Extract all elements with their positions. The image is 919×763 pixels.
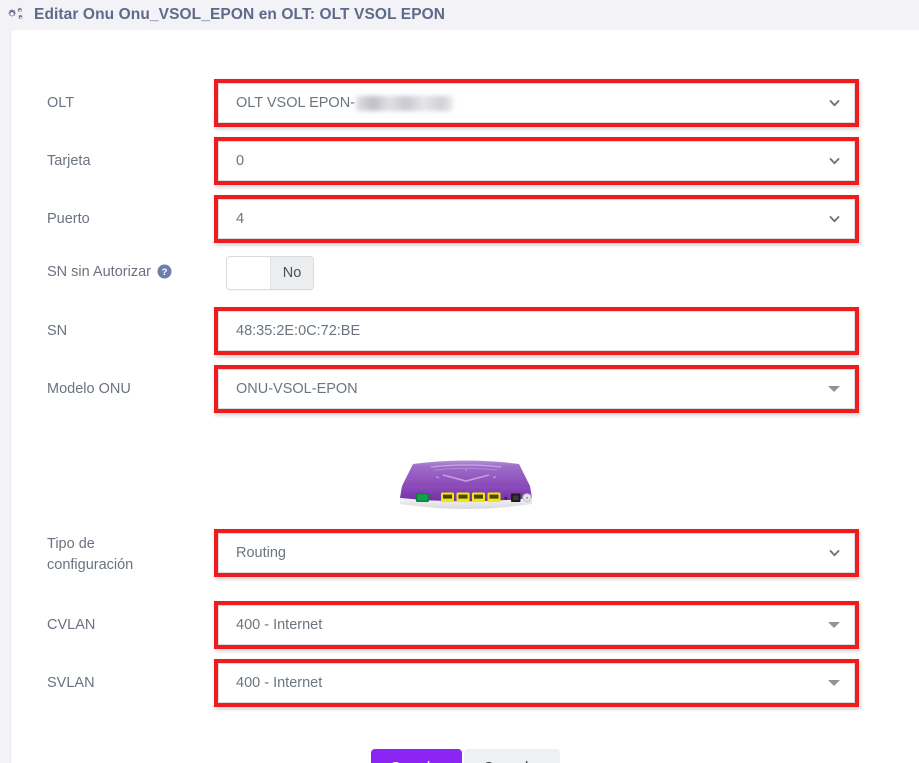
- save-button[interactable]: Guardar: [370, 749, 463, 763]
- form-row-tipo-configuracion: Tipo de configuración Routing: [11, 529, 919, 577]
- cvlan-select[interactable]: 400 - Internet: [214, 601, 859, 649]
- toggle-label: No: [271, 257, 313, 289]
- tipo-configuracion-select-value: Routing: [236, 545, 286, 561]
- modelo-onu-select[interactable]: ONU-VSOL-EPON: [214, 365, 859, 413]
- form-row-sn: SN 48:35:2E:0C:72:BE: [11, 307, 919, 355]
- svlan-select-value: 400 - Internet: [236, 675, 323, 691]
- form-row-puerto: Puerto 4: [11, 195, 919, 243]
- sn-sin-autorizar-toggle[interactable]: No: [226, 256, 314, 290]
- caret-down-icon: [828, 622, 840, 628]
- chevron-down-icon: [828, 97, 841, 110]
- form-row-modelo-onu: Modelo ONU ONU-VSOL-EPON: [11, 365, 919, 413]
- label-tipo-configuracion-line1: Tipo de: [47, 536, 95, 552]
- chevron-down-icon: [828, 547, 841, 560]
- modelo-onu-select-value: ONU-VSOL-EPON: [236, 381, 358, 397]
- label-puerto: Puerto: [47, 211, 90, 227]
- label-tipo-configuracion: Tipo de configuración: [47, 534, 212, 576]
- caret-down-icon: [828, 386, 840, 392]
- form-card: OLT OLT VSOL EPON- Tarjeta 0: [10, 30, 919, 763]
- tipo-configuracion-select[interactable]: Routing: [214, 529, 859, 577]
- onu-device-image: [11, 456, 919, 518]
- sn-input[interactable]: 48:35:2E:0C:72:BE: [214, 307, 859, 355]
- puerto-select[interactable]: 4: [214, 195, 859, 243]
- label-sn-sin-autorizar: SN sin Autorizar?: [47, 262, 227, 282]
- label-cvlan: CVLAN: [47, 617, 96, 633]
- form-row-tarjeta: Tarjeta 0: [11, 137, 919, 185]
- label-olt: OLT: [47, 95, 75, 111]
- tarjeta-select[interactable]: 0: [214, 137, 859, 185]
- form-row-olt: OLT OLT VSOL EPON-: [11, 79, 919, 127]
- page-title: Editar Onu Onu_VSOL_EPON en OLT: OLT VSO…: [34, 6, 446, 23]
- page-header: Editar Onu Onu_VSOL_EPON en OLT: OLT VSO…: [0, 0, 919, 30]
- svg-text:?: ?: [162, 267, 168, 278]
- sn-input-value: 48:35:2E:0C:72:BE: [236, 323, 361, 339]
- olt-select-value: OLT VSOL EPON-: [236, 95, 355, 111]
- olt-redacted-text: [356, 95, 453, 111]
- label-sn: SN: [47, 323, 68, 339]
- caret-down-icon: [828, 680, 840, 686]
- chevron-down-icon: [828, 213, 841, 226]
- svlan-select[interactable]: 400 - Internet: [214, 659, 859, 707]
- form-actions: Guardar Cancelar: [11, 749, 919, 763]
- tarjeta-select-value: 0: [236, 153, 245, 169]
- question-circle-icon[interactable]: ?: [157, 264, 172, 279]
- cogs-icon: [8, 7, 27, 23]
- cancel-button[interactable]: Cancelar: [464, 749, 561, 763]
- toggle-knob[interactable]: [227, 257, 271, 289]
- cvlan-select-value: 400 - Internet: [236, 617, 323, 633]
- olt-select[interactable]: OLT VSOL EPON-: [214, 79, 859, 127]
- label-tarjeta: Tarjeta: [47, 153, 91, 169]
- label-tipo-configuracion-line2: configuración: [47, 557, 134, 573]
- form-row-sn-sin-autorizar: SN sin Autorizar? No: [11, 253, 919, 293]
- puerto-select-value: 4: [236, 211, 245, 227]
- form-row-svlan: SVLAN 400 - Internet: [11, 659, 919, 707]
- form-row-cvlan: CVLAN 400 - Internet: [11, 601, 919, 649]
- label-svlan: SVLAN: [47, 675, 95, 691]
- label-sn-sin-autorizar-text: SN sin Autorizar: [47, 264, 151, 280]
- chevron-down-icon: [828, 155, 841, 168]
- label-modelo-onu: Modelo ONU: [47, 381, 131, 397]
